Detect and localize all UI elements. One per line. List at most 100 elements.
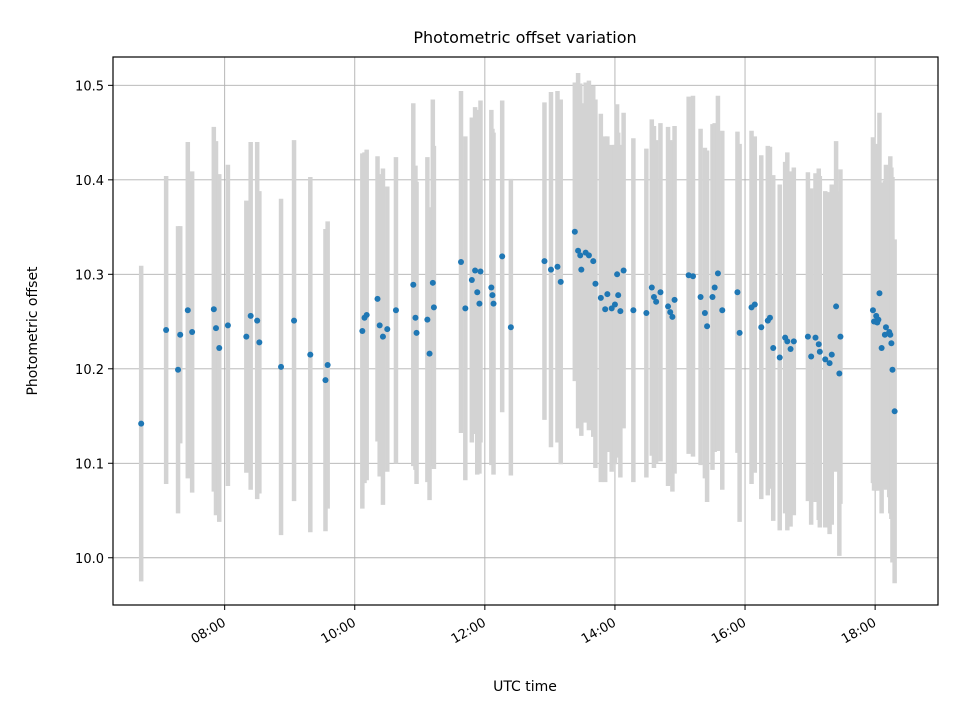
data-point	[212, 325, 219, 332]
data-point	[701, 310, 708, 317]
y-tick-label: 10.4	[75, 174, 104, 189]
data-point	[392, 307, 399, 314]
data-point	[719, 307, 726, 314]
data-point	[413, 329, 420, 336]
data-point	[597, 294, 604, 301]
data-point	[875, 316, 882, 323]
data-point	[704, 323, 711, 330]
data-point	[653, 298, 660, 305]
data-point	[689, 273, 696, 280]
data-point	[887, 331, 894, 338]
data-point	[462, 305, 469, 312]
data-point	[604, 291, 611, 298]
data-point	[828, 351, 835, 358]
y-tick-label: 10.3	[75, 268, 104, 283]
data-point	[490, 300, 497, 307]
data-point	[734, 289, 741, 296]
data-point	[430, 304, 437, 311]
data-point	[736, 329, 743, 336]
data-point	[889, 366, 896, 373]
data-point	[665, 303, 672, 310]
data-point	[489, 292, 496, 299]
data-point	[189, 328, 196, 335]
data-point	[815, 341, 822, 348]
data-point	[620, 267, 627, 274]
data-point	[488, 284, 495, 291]
data-point	[476, 300, 483, 307]
data-point	[577, 252, 584, 259]
data-point	[590, 258, 597, 265]
data-point	[359, 328, 366, 334]
data-point	[247, 312, 254, 319]
data-point	[585, 252, 592, 259]
data-point	[575, 247, 582, 254]
data-point	[184, 307, 191, 314]
data-point	[363, 311, 370, 318]
chart-title: Photometric offset variation	[413, 28, 636, 47]
y-tick-label: 10.2	[75, 363, 104, 378]
data-point	[426, 350, 433, 357]
data-point	[888, 340, 895, 347]
data-point	[243, 333, 250, 340]
data-point	[611, 301, 618, 308]
data-point	[657, 289, 664, 296]
data-point	[472, 267, 479, 274]
data-point	[882, 324, 889, 331]
data-point	[671, 296, 678, 303]
data-point	[410, 281, 417, 288]
data-point	[163, 327, 170, 334]
data-point	[822, 356, 829, 363]
data-point	[869, 307, 876, 314]
data-point	[384, 326, 391, 333]
data-point	[776, 354, 783, 361]
data-point	[615, 292, 622, 299]
data-point	[709, 293, 716, 300]
data-point	[602, 306, 609, 313]
data-point	[376, 322, 383, 329]
data-point	[477, 268, 484, 275]
data-point	[816, 348, 823, 355]
data-point	[650, 293, 657, 300]
data-point	[374, 295, 381, 302]
data-point	[808, 353, 815, 360]
data-point	[557, 278, 564, 285]
x-axis-label: UTC time	[493, 679, 557, 695]
data-point	[278, 363, 285, 370]
data-point	[630, 307, 637, 314]
data-point	[507, 324, 514, 331]
data-point	[714, 270, 721, 277]
data-point	[571, 228, 578, 235]
data-point	[578, 266, 585, 273]
data-point	[474, 289, 481, 296]
data-point	[697, 293, 704, 300]
data-point	[812, 334, 819, 341]
data-point	[648, 284, 655, 291]
data-point	[256, 339, 263, 346]
data-point	[210, 306, 217, 313]
data-point	[833, 303, 840, 310]
y-tick-label: 10.5	[75, 79, 104, 94]
data-point	[790, 338, 797, 345]
data-point	[291, 317, 298, 324]
data-point	[643, 310, 650, 317]
data-point	[412, 314, 419, 321]
data-point	[758, 324, 765, 331]
data-point	[770, 345, 777, 352]
y-tick-label: 10.1	[75, 457, 104, 472]
data-point	[891, 408, 898, 415]
data-point	[751, 301, 758, 308]
data-point	[322, 377, 329, 384]
data-point	[499, 253, 506, 260]
data-point	[784, 338, 791, 345]
data-point	[554, 263, 561, 270]
data-point	[429, 279, 436, 286]
data-point	[138, 420, 145, 427]
data-point	[224, 322, 231, 329]
data-point	[592, 280, 599, 287]
y-tick-label: 10.0	[75, 552, 104, 567]
data-point	[669, 313, 676, 320]
data-point	[468, 276, 475, 283]
data-point	[878, 345, 885, 352]
data-point	[614, 271, 621, 278]
plot-frame	[112, 56, 939, 606]
